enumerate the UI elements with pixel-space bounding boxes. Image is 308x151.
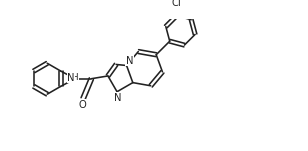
Text: H: H bbox=[71, 73, 78, 82]
Text: N: N bbox=[114, 93, 121, 103]
Text: N: N bbox=[126, 56, 133, 66]
Text: Cl: Cl bbox=[172, 0, 181, 8]
Text: N: N bbox=[67, 73, 75, 83]
Text: O: O bbox=[78, 100, 86, 110]
